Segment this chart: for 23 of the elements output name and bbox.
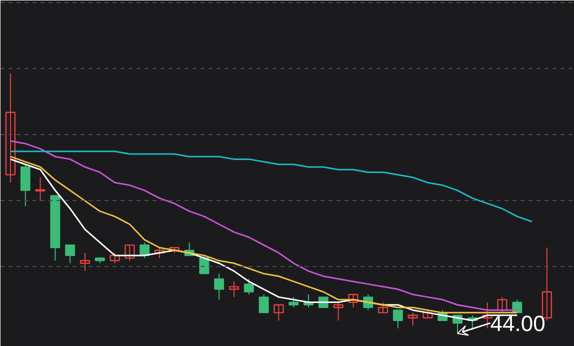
- candlestick: [65, 244, 76, 264]
- candlestick: [348, 294, 358, 308]
- candlestick: [20, 164, 30, 207]
- candlestick: [333, 302, 344, 321]
- candlestick: [497, 296, 508, 314]
- candlestick: [154, 247, 165, 259]
- candlestick: [199, 254, 210, 274]
- candlestick: [482, 302, 492, 329]
- annotation: 44.00: [490, 311, 546, 336]
- candlestick: [214, 273, 224, 300]
- candlestick: [378, 302, 388, 314]
- candlestick: [228, 280, 240, 298]
- candlestick: [274, 304, 284, 321]
- candlestick: [392, 310, 403, 329]
- candlestick: [288, 296, 299, 308]
- candlestick: [244, 278, 254, 295]
- candlestick: [5, 72, 16, 184]
- candlestick: [258, 294, 269, 314]
- candlestick: [80, 252, 90, 272]
- candlestick: [110, 252, 120, 264]
- candlestick: [124, 244, 135, 262]
- candlestick: [35, 176, 46, 202]
- candlestick: [408, 312, 418, 326]
